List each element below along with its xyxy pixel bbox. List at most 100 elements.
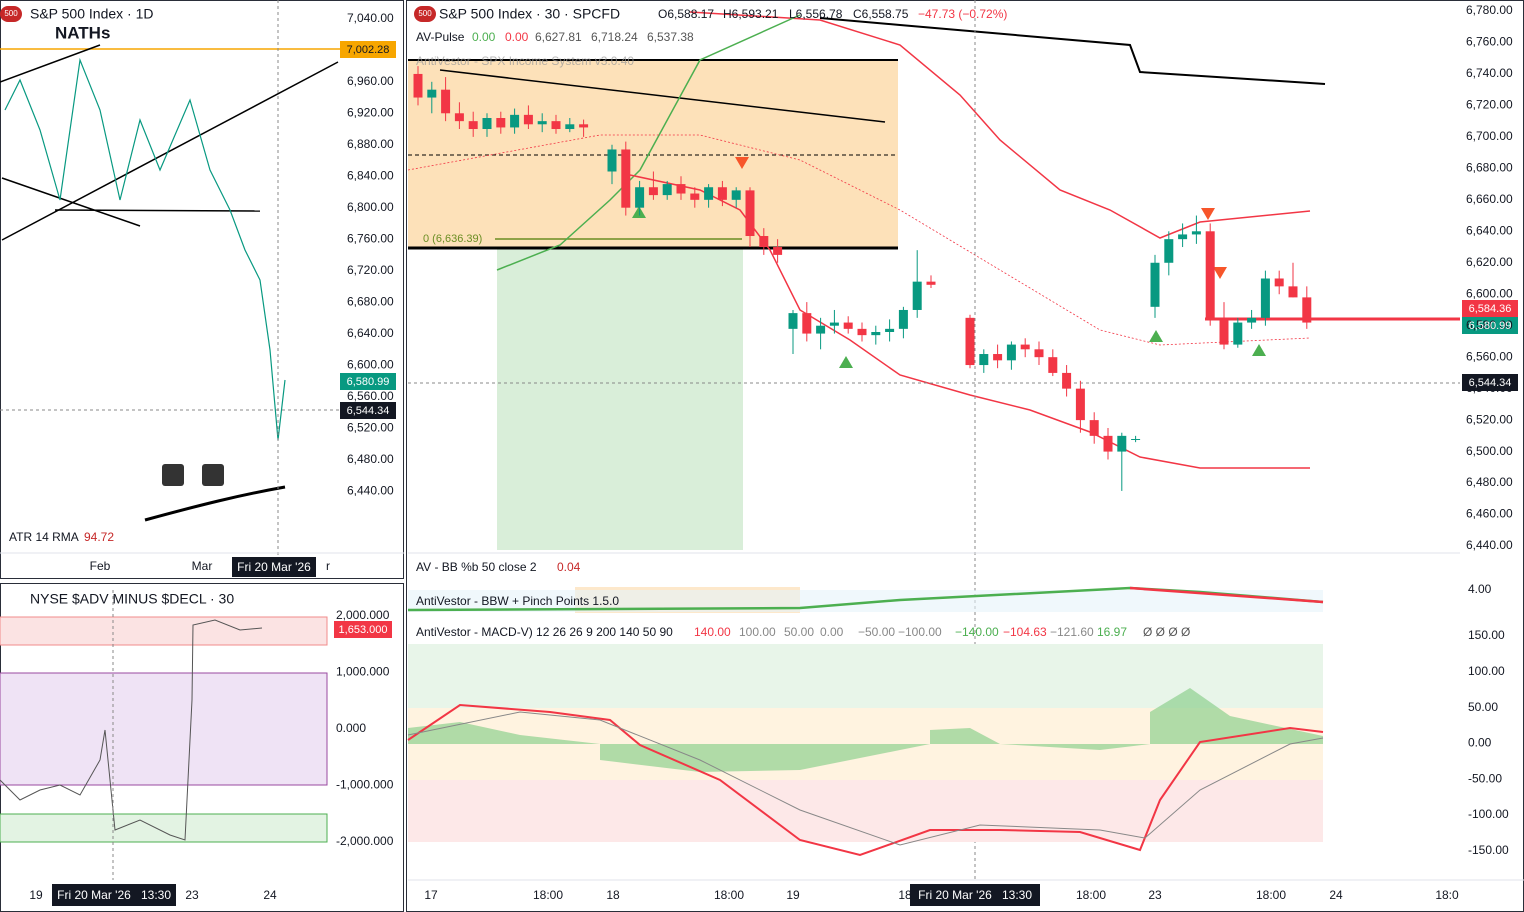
time-label: r xyxy=(326,559,330,573)
price-label: 6,620.00 xyxy=(1466,255,1513,269)
price-label: 6,880.00 xyxy=(347,137,394,151)
indicator-value: −50.00 xyxy=(858,625,895,639)
time-label: 24 xyxy=(1329,888,1343,902)
candle-body xyxy=(857,328,867,336)
annotation: NATHs xyxy=(55,23,110,42)
indicator-value: 6,537.38 xyxy=(647,30,694,44)
candle-body xyxy=(759,236,769,248)
candle-body xyxy=(1274,278,1284,287)
indicator-value: 50.00 xyxy=(784,625,814,639)
axis-label: -150.00 xyxy=(1468,843,1509,857)
candle-body xyxy=(1131,439,1141,440)
macd-histogram xyxy=(408,688,1323,772)
daily-frame xyxy=(0,0,404,579)
indicator-name: AntiVestor - BBW + Pinch Points 1.5.0 xyxy=(416,594,619,608)
candle-body xyxy=(717,187,727,200)
candle-body xyxy=(1302,297,1312,323)
candle-body xyxy=(773,247,783,255)
candle-body xyxy=(579,124,589,128)
expand-button[interactable] xyxy=(162,464,184,486)
price-label: 6,440.00 xyxy=(347,484,394,498)
trend-line xyxy=(439,69,886,123)
indicator-value: 0.00 xyxy=(505,30,529,44)
price-label: 6,580.00 xyxy=(1466,318,1513,332)
signal-line xyxy=(407,711,1324,846)
price-label: 6,560.00 xyxy=(1466,349,1513,363)
price-label: 6,600.00 xyxy=(347,358,394,372)
indicator-value: 16.97 xyxy=(1097,625,1127,639)
price-label: -1,000.000 xyxy=(336,778,394,792)
candle-body xyxy=(413,73,423,98)
indicator-value: −140.00 xyxy=(955,625,999,639)
candle-body xyxy=(1117,435,1127,452)
candle-body xyxy=(802,313,812,334)
time-label: 18:00 xyxy=(1256,888,1286,902)
axis-label: 100.00 xyxy=(1468,664,1505,678)
indicator-name: AV - BB %b 50 close 2 xyxy=(416,560,537,574)
price-label: -2,000.000 xyxy=(336,834,394,848)
time-label: 19 xyxy=(29,888,43,902)
time-label: 24 xyxy=(263,888,277,902)
price-label: 6,800.00 xyxy=(347,200,394,214)
candle-body xyxy=(482,118,492,130)
candle-body xyxy=(843,322,853,329)
candle-body xyxy=(1089,420,1099,436)
price-label: 6,760.00 xyxy=(1466,35,1513,49)
crosshair-time: Fri 20 Mar '26 xyxy=(57,888,131,902)
reset-button[interactable] xyxy=(202,464,224,486)
level-label: 7,002.28 xyxy=(347,44,390,56)
time-label: 17 xyxy=(424,888,438,902)
price-label: 6,600.00 xyxy=(1466,286,1513,300)
price-label: 6,680.00 xyxy=(347,295,394,309)
candle-body xyxy=(1191,231,1201,235)
macd-zone-up xyxy=(408,644,1323,708)
indicator-name: AV-Pulse xyxy=(416,30,465,44)
time-tag xyxy=(232,557,316,577)
support-line xyxy=(54,209,261,212)
price-label: 6,440.00 xyxy=(1466,538,1513,552)
candle-body xyxy=(427,89,437,98)
crosshair-price: 6,544.34 xyxy=(347,405,390,417)
axis-label: -50.00 xyxy=(1468,771,1502,785)
indicator-value: −100.00 xyxy=(898,625,942,639)
price-label: 6,460.00 xyxy=(1466,507,1513,521)
candle-body xyxy=(1219,317,1229,345)
price-label: 6,700.00 xyxy=(1466,129,1513,143)
price-label: 6,500.00 xyxy=(1466,444,1513,458)
indicator-value: −104.63 xyxy=(1003,625,1047,639)
indicator-name: AntiVestor - MACD-V) 12 26 26 9 200 140 … xyxy=(416,625,673,639)
chart-title: NYSE $ADV MINUS $DECL · 30 xyxy=(30,591,234,607)
candle-body xyxy=(731,190,741,200)
zone-low xyxy=(0,813,328,843)
indicator-value: 0.04 xyxy=(557,560,581,574)
price-label: 6,840.00 xyxy=(347,169,394,183)
indicator-value: Ø Ø Ø Ø xyxy=(1143,625,1190,639)
price-label: 6,540.00 xyxy=(1466,381,1513,395)
time-label: 18:00 xyxy=(1076,888,1106,902)
candle-body xyxy=(898,309,908,329)
crosshair-time: 13:30 xyxy=(1002,888,1032,902)
price-label: 6,720.00 xyxy=(1466,98,1513,112)
time-label: 18:00 xyxy=(533,888,563,902)
macd-line xyxy=(407,703,1324,857)
ma-line xyxy=(144,485,286,522)
candle-body xyxy=(1164,239,1174,263)
candle-body xyxy=(871,332,881,336)
candle-body xyxy=(1260,278,1270,318)
last-value: 1,653.000 xyxy=(339,624,388,636)
pulse-upper xyxy=(689,11,1311,239)
last-price: 6,580.99 xyxy=(347,376,390,388)
axis-label: 0.00 xyxy=(1468,736,1492,750)
candle-body xyxy=(704,187,714,200)
candle-body xyxy=(1006,344,1016,361)
price-label: 1,000.000 xyxy=(336,665,390,679)
price-tag-cross xyxy=(1462,374,1518,391)
breadth-sketch xyxy=(0,619,263,841)
candle-body xyxy=(441,89,451,114)
candle-body xyxy=(1020,344,1030,350)
candle-body xyxy=(979,354,989,366)
time-tag xyxy=(910,884,1040,906)
price-label: 6,640.00 xyxy=(1466,223,1513,237)
candle-body xyxy=(1247,317,1257,323)
